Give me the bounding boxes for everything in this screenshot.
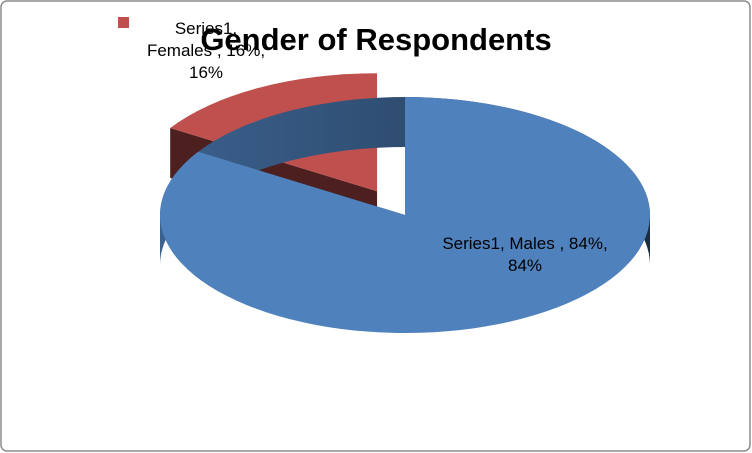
legend-key [118, 17, 129, 28]
data-label: Series1, Males , 84%, 84% [442, 234, 608, 275]
chart-title: Gender of Respondents [200, 22, 552, 57]
data-label: Series1, Females , 16%, 16% [146, 19, 266, 82]
pie-slice [159, 97, 651, 333]
